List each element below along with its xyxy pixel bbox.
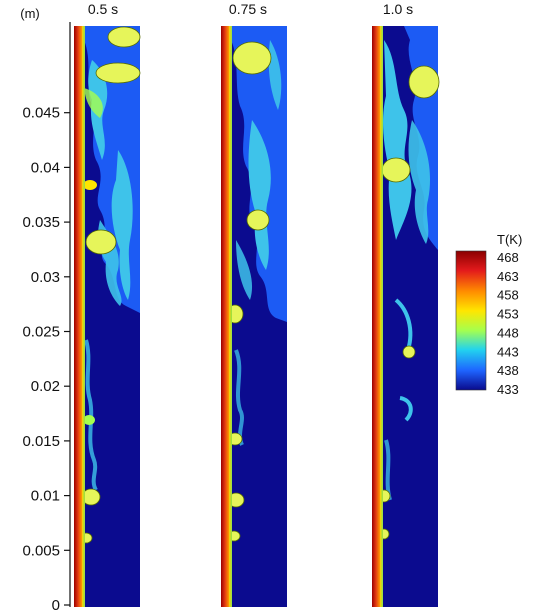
axis-tick-label: 0.035	[22, 214, 60, 231]
axis-tick-label: 0.04	[31, 159, 60, 176]
panel-title-1-0s: 1.0 s	[383, 1, 413, 17]
contour-panel-0-5s	[74, 26, 141, 607]
colorbar-ticks: 468 463 458 453 448 443 438 433	[497, 250, 519, 397]
colorbar-tick-label: 433	[497, 382, 519, 397]
axis-unit-label: (m)	[20, 6, 40, 21]
colorbar-title: T(K)	[497, 232, 522, 247]
temperature-colorbar: T(K) 468 463 458 453 448 443 438 433	[455, 232, 522, 397]
colorbar-tick-label: 443	[497, 344, 519, 359]
axis-tick-label: 0.02	[31, 378, 60, 395]
axis-tick-label: 0.045	[22, 105, 60, 122]
axis-ticks: 0 0.005 0.01 0.015 0.02 0.025 0.03 0.035 0.04 0.0…	[22, 105, 70, 614]
colorbar-tick-label: 438	[497, 363, 519, 378]
axis-tick-label: 0.03	[31, 269, 60, 286]
axis-tick-label: 0.015	[22, 433, 60, 450]
axis-tick-label: 0.025	[22, 324, 60, 341]
axis-tick-label: 0.005	[22, 542, 60, 559]
panel-title-0-75s: 0.75 s	[229, 1, 267, 17]
contour-panel-1-0s	[372, 26, 440, 607]
axis-tick-label: 0.01	[31, 488, 60, 505]
colorbar-tick-label: 468	[497, 250, 519, 265]
contour-panel-0-75s	[221, 26, 287, 607]
colorbar-tick-label: 448	[497, 325, 519, 340]
colorbar-tick-label: 453	[497, 307, 519, 322]
colorbar-tick-label: 463	[497, 269, 519, 284]
colorbar-tick-label: 458	[497, 288, 519, 303]
panel-title-0-5s: 0.5 s	[88, 1, 118, 17]
axis-tick-label: 0	[52, 597, 60, 614]
vertical-axis: (m) 0 0.005 0.01 0.015 0.02 0.025 0.03 0.035 0.0…	[20, 6, 71, 614]
